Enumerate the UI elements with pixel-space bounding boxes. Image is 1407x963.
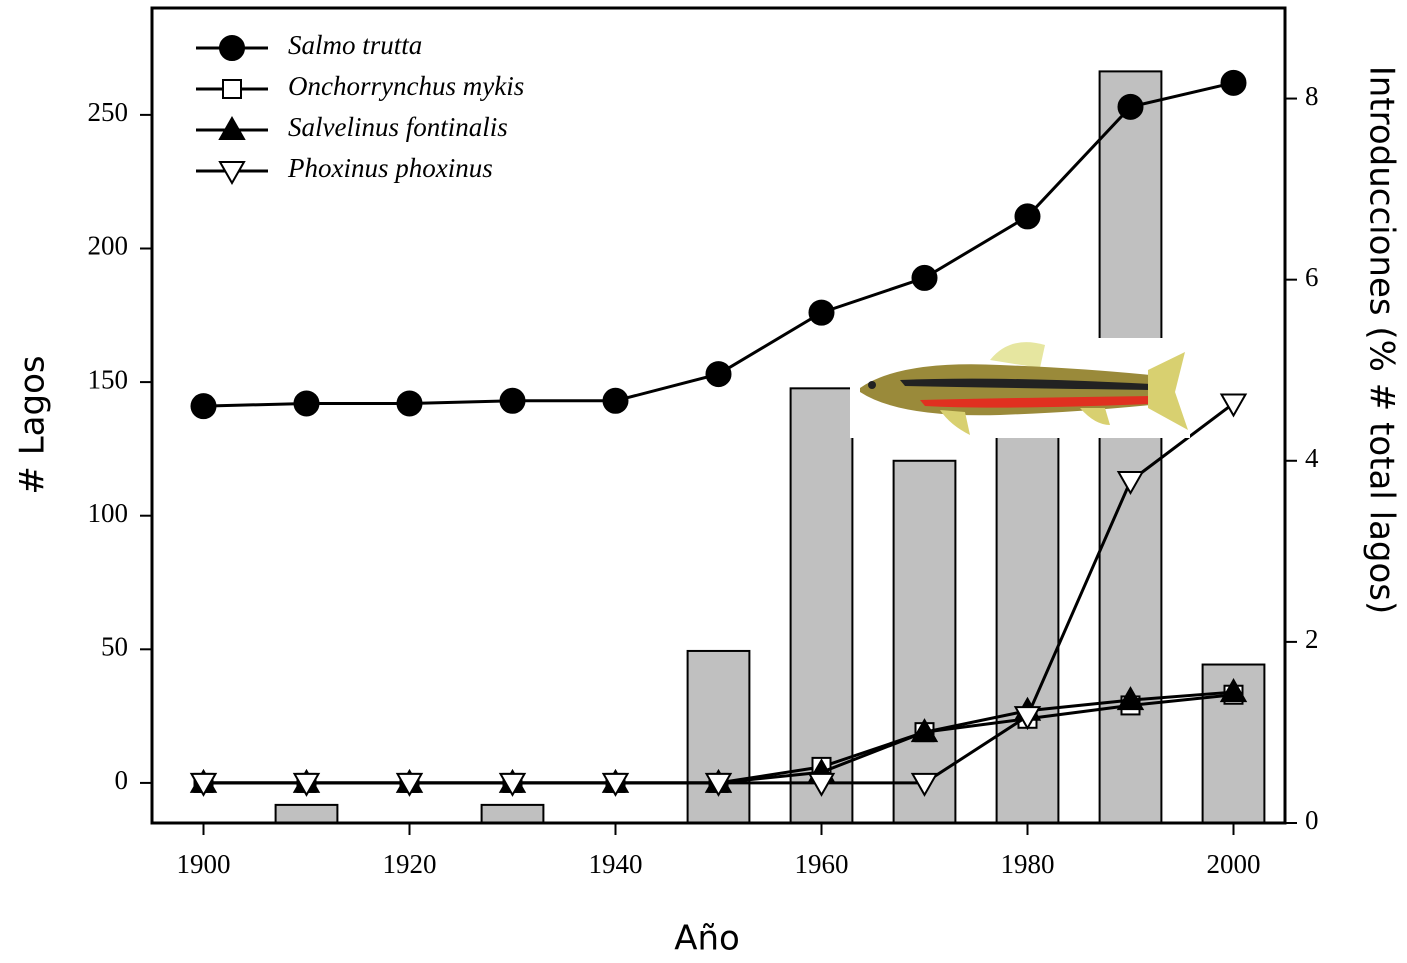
y2-tick-label: 8	[1305, 81, 1319, 111]
marker	[498, 772, 527, 797]
marker	[1117, 93, 1144, 120]
marker	[910, 772, 939, 797]
bar	[480, 803, 545, 825]
y-tick-label: 250	[88, 97, 129, 127]
x-tick-label: 1900	[177, 849, 231, 879]
x-axis-label: Año	[674, 919, 740, 959]
y-tick-label: 200	[88, 231, 129, 261]
marker	[219, 35, 245, 61]
marker	[704, 772, 733, 797]
y2-tick-label: 6	[1305, 262, 1319, 292]
marker	[807, 772, 836, 797]
bar	[274, 803, 339, 825]
marker	[1219, 393, 1248, 418]
fish-image	[850, 338, 1190, 438]
marker	[1220, 69, 1247, 96]
marker	[1013, 706, 1042, 731]
plot-area: 0 50 100 150 200 250 0 2 4 6 8 1900 1920 1940 1960 1980…	[88, 6, 1319, 879]
x-tick-label: 1940	[589, 849, 643, 879]
marker	[190, 393, 217, 420]
marker	[222, 79, 242, 99]
marker	[910, 718, 939, 743]
plot-frame	[150, 6, 1287, 825]
y2-tick-label: 4	[1305, 443, 1319, 473]
bar	[1201, 663, 1266, 824]
x-tick-label: 1920	[383, 849, 437, 879]
marker	[499, 387, 526, 414]
legend: Salmo trutta Onchorrynchus mykis Salvelinu…	[196, 30, 524, 186]
marker	[293, 390, 320, 417]
marker	[1219, 678, 1248, 703]
marker	[395, 772, 424, 797]
x-tick-label: 1980	[1001, 849, 1055, 879]
marker	[189, 772, 218, 797]
bar	[789, 387, 854, 824]
marker	[601, 772, 630, 797]
x-tick-label: 1960	[795, 849, 849, 879]
marker	[911, 264, 938, 291]
marker	[396, 390, 423, 417]
y2-tick-label: 0	[1305, 805, 1319, 835]
y-tick-label: 150	[88, 364, 129, 394]
marker	[808, 299, 835, 326]
marker	[1116, 686, 1145, 711]
y-tick-label: 100	[88, 498, 129, 528]
marker	[218, 161, 246, 186]
legend-label: Phoxinus phoxinus	[287, 153, 493, 183]
marker	[218, 115, 246, 140]
marker	[1014, 203, 1041, 230]
x-tick-label: 2000	[1207, 849, 1261, 879]
bar	[892, 459, 957, 824]
marker	[1116, 470, 1145, 495]
y-tick-label: 50	[101, 632, 128, 662]
bar	[995, 369, 1060, 824]
bar	[686, 649, 751, 825]
y2-axis-label: Introducciones (% # total lagos)	[1362, 66, 1402, 615]
marker	[705, 361, 732, 388]
marker	[602, 387, 629, 414]
legend-label: Salvelinus fontinalis	[288, 112, 508, 142]
legend-label: Onchorrynchus mykis	[288, 71, 524, 101]
marker	[292, 772, 321, 797]
y-tick-label: 0	[115, 765, 129, 795]
legend-label: Salmo trutta	[288, 30, 422, 60]
y2-tick-label: 2	[1305, 624, 1319, 654]
y-axis-label: # Lagos	[13, 355, 53, 494]
